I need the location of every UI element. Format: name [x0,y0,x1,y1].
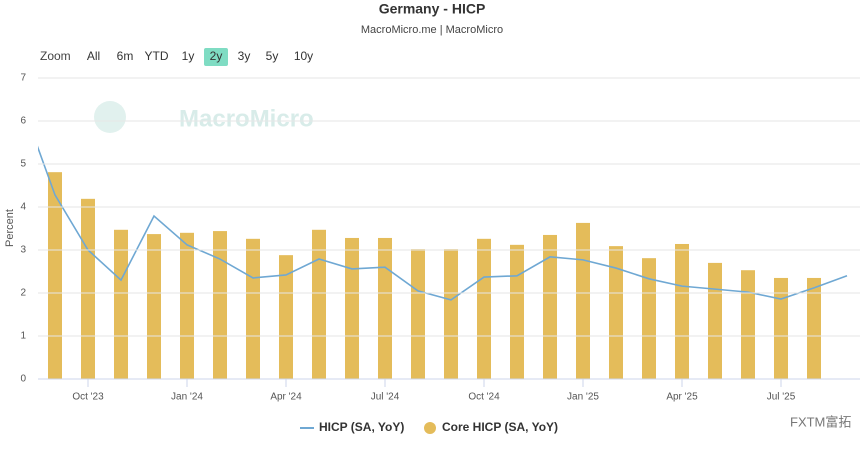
bar [576,222,590,379]
chart-title: Germany - HICP [379,1,486,17]
bar [279,255,293,379]
legend-label: Core HICP (SA, YoY) [442,420,558,434]
y-tick-label: 6 [20,116,26,127]
x-tick-label: Jul '24 [371,392,400,403]
x-tick-label: Jul '25 [767,392,796,403]
range-button[interactable]: 1y [182,49,195,63]
range-button[interactable]: 5y [266,49,279,63]
bar [510,244,524,379]
x-tick-label: Apr '24 [270,392,302,403]
plot [38,145,848,379]
y-tick-label: 3 [20,245,26,256]
bar [378,237,392,379]
zoom-label: Zoom [40,49,71,63]
range-button[interactable]: All [87,49,100,63]
bar [642,258,656,379]
y-axis-title: Percent [4,209,16,247]
watermark-logo [94,101,126,133]
x-tick-label: Jan '25 [567,392,599,403]
x-tick-label: Jan '24 [171,392,203,403]
bar [741,270,755,379]
bar [411,249,425,379]
bar [609,246,623,379]
legend-label: HICP (SA, YoY) [319,420,404,434]
bar [48,172,62,379]
bar [477,238,491,379]
chart-subtitle: MacroMicro.me | MacroMicro [361,24,503,36]
bar [675,243,689,379]
y-tick-label: 4 [20,202,26,213]
bar [543,234,557,379]
y-tick-label: 0 [20,374,26,385]
bar [147,234,161,379]
bar [180,232,194,379]
watermark: MacroMicro [179,105,314,132]
range-button[interactable]: YTD [145,49,169,63]
bar [807,277,821,379]
legend-symbol [424,422,436,434]
bar [312,229,326,379]
y-tick-label: 5 [20,159,26,170]
y-tick-label: 7 [20,73,26,84]
bar [345,237,359,379]
range-button[interactable]: 2y [210,49,223,63]
x-tick-label: Oct '23 [72,392,104,403]
bar [81,198,95,379]
bar [114,229,128,379]
x-tick-label: Oct '24 [468,392,500,403]
bar [708,262,722,379]
line [38,145,848,301]
bar [246,238,260,379]
range-button[interactable]: 6m [117,49,134,63]
y-tick-label: 1 [20,331,26,342]
y-tick-label: 2 [20,288,26,299]
bar [444,249,458,379]
watermark: FXTM富拓 [790,414,851,429]
bar [213,231,227,379]
range-button-bg [204,48,228,66]
range-button[interactable]: 10y [294,49,313,63]
range-button[interactable]: 3y [238,49,251,63]
x-tick-label: Apr '25 [666,392,698,403]
bar [774,277,788,379]
